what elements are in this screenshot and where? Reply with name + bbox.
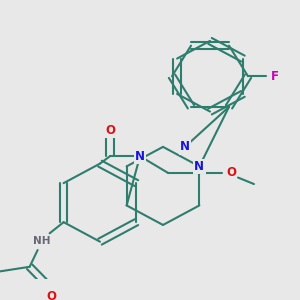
Text: N: N — [194, 160, 204, 173]
Text: N: N — [180, 140, 190, 153]
Text: O: O — [46, 290, 57, 300]
Text: N: N — [135, 150, 145, 163]
Text: O: O — [226, 167, 236, 179]
Text: NH: NH — [33, 236, 50, 246]
Text: O: O — [105, 124, 115, 136]
Text: F: F — [271, 70, 279, 83]
